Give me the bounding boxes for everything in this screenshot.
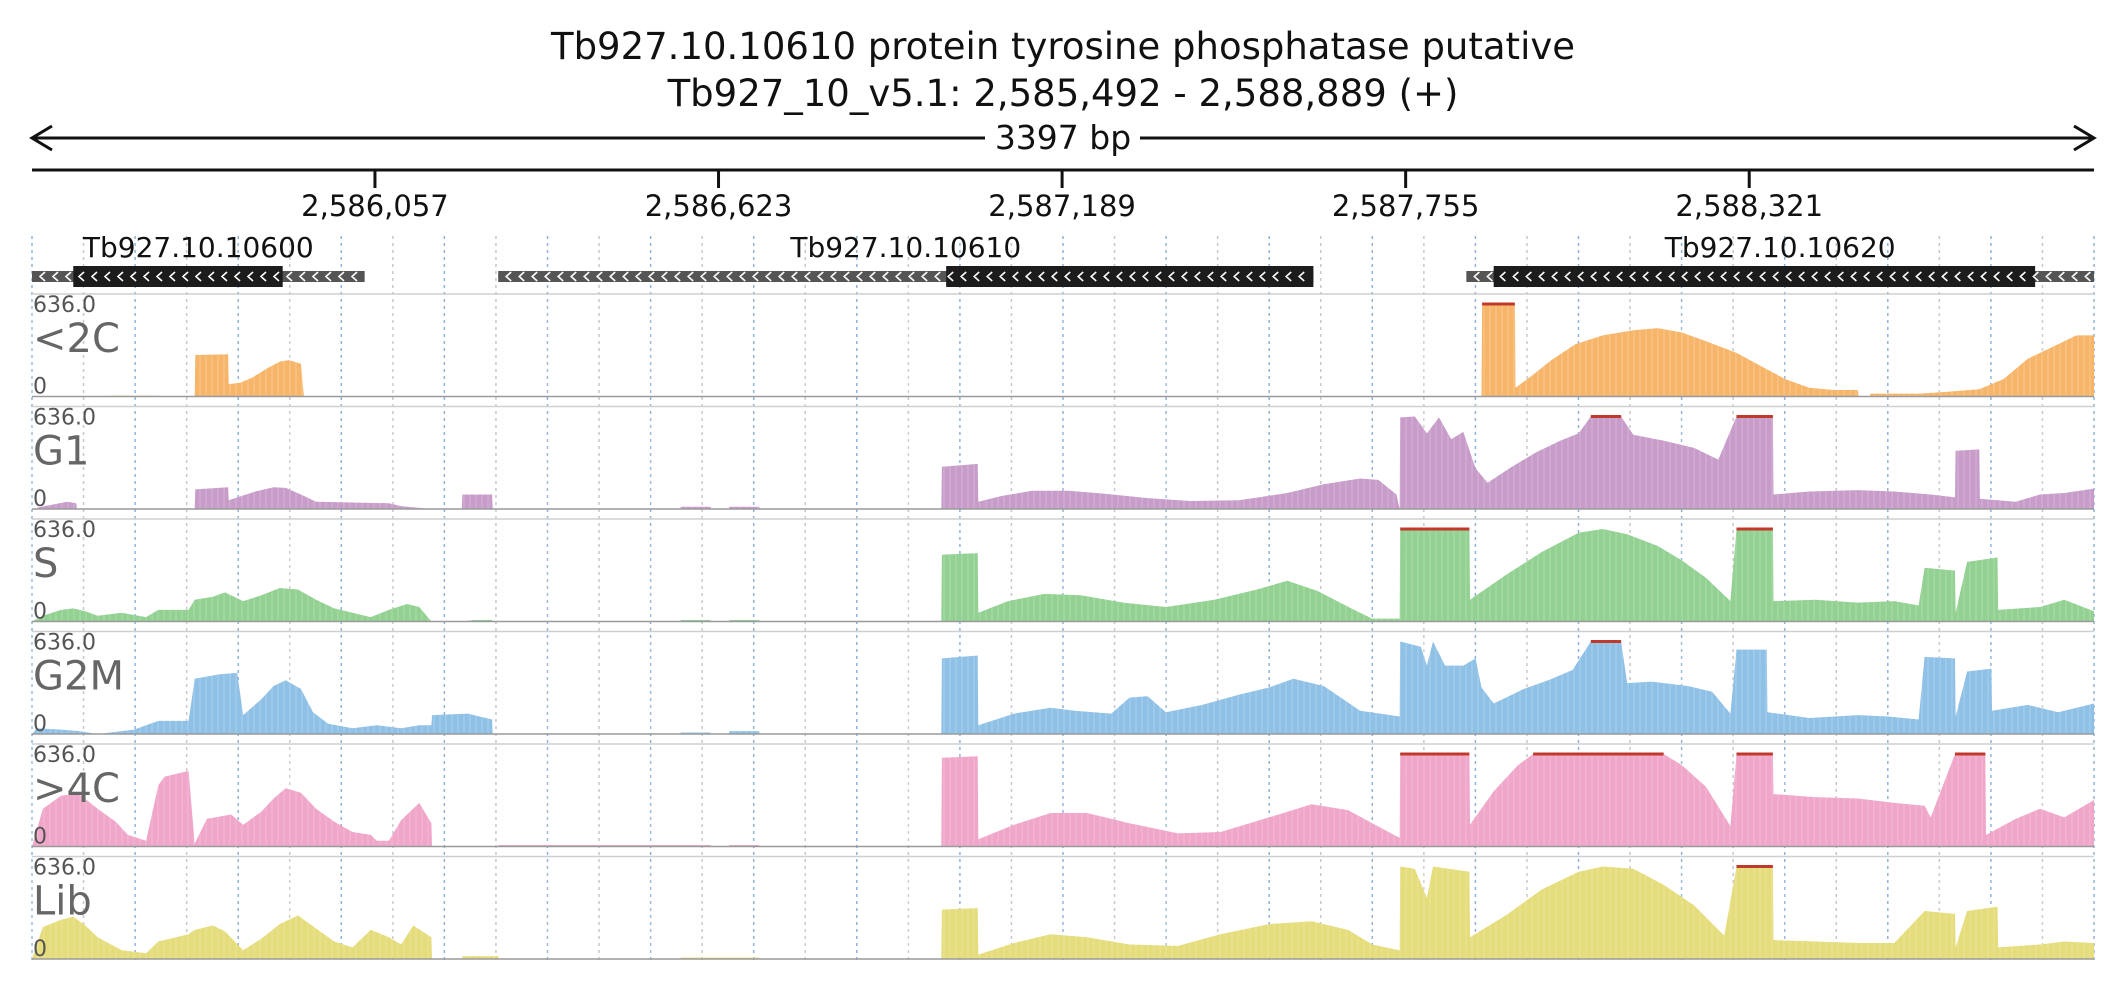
span-arrowhead-right [2073,124,2097,152]
track-min-label: 0 [33,712,47,737]
coverage-area [32,304,2094,397]
bin-texture [31,529,2091,622]
span-length-label: 3397 bp [995,118,1131,157]
span-ruler: 3397 bp [29,118,2097,157]
track-max-label: 636.0 [33,518,96,543]
bin-texture [31,416,2091,509]
track-5: 636.0 0 Lib [31,856,2094,962]
coverage-area [32,641,2094,734]
strand-chevrons [1473,271,2091,282]
tick-label: 2,587,189 [988,189,1136,223]
track-max-label: 636.0 [33,406,96,431]
track-0: 636.0 0 <2C [31,293,2094,400]
track-min-label: 0 [33,937,47,962]
coverage-area [32,416,2094,509]
strand-chevrons [504,271,1305,282]
track-name: S [33,541,58,587]
gene-cds-bar [73,266,283,287]
gene-cds-bar [1493,266,2036,287]
figure-title: Tb927.10.10610 protein tyrosine phosphat… [550,25,1575,68]
bin-texture [31,641,2091,734]
track-3: 636.0 0 G2M [31,631,2094,737]
bin-texture [31,866,2091,959]
locus-label: Tb927_10_v5.1: 2,585,492 - 2,588,889 (+) [667,72,1459,115]
coverage-area [32,529,2094,622]
track-max-label: 636.0 [33,631,96,656]
strand-chevrons [38,271,358,282]
gene-label: Tb927.10.10610 [789,231,1021,264]
track-max-label: 636.0 [33,293,96,318]
axis-ticks: 2,586,057 2,586,623 2,587,189 2,587,755 2,58… [301,170,1823,223]
span-arrowhead-left [29,124,53,152]
track-name: G1 [33,429,89,475]
track-name: G2M [33,654,124,700]
track-4: 636.0 0 >4C [31,743,2094,850]
track-max-label: 636.0 [33,743,96,768]
coverage-area [32,754,2094,847]
track-2: 636.0 0 S [31,518,2094,625]
tick-label: 2,588,321 [1675,189,1823,223]
gene-label: Tb927.10.10620 [1664,231,1896,264]
track-min-label: 0 [33,487,47,512]
tick-label: 2,586,057 [301,189,449,223]
track-name: >4C [33,766,120,812]
tick-label: 2,587,755 [1332,189,1480,223]
track-min-label: 0 [33,825,47,850]
track-1: 636.0 0 G1 [31,406,2094,512]
bin-texture [31,754,2091,847]
tick-label: 2,586,623 [645,189,793,223]
coverage-area [32,866,2094,959]
gene-utr-bar [498,271,1314,282]
coverage-tracks: 636.00<2C636.00G1636.00S636.00G2M636.00>… [31,293,2094,962]
track-max-label: 636.0 [33,856,96,881]
bin-texture [31,304,2091,397]
gene-label: Tb927.10.10600 [82,231,314,264]
track-name: <2C [33,316,120,362]
gene-track: Tb927.10.10600 Tb927.10.10610 Tb927.10.106… [32,231,2094,287]
track-min-label: 0 [33,375,47,400]
track-min-label: 0 [33,600,47,625]
track-name: Lib [33,879,92,925]
